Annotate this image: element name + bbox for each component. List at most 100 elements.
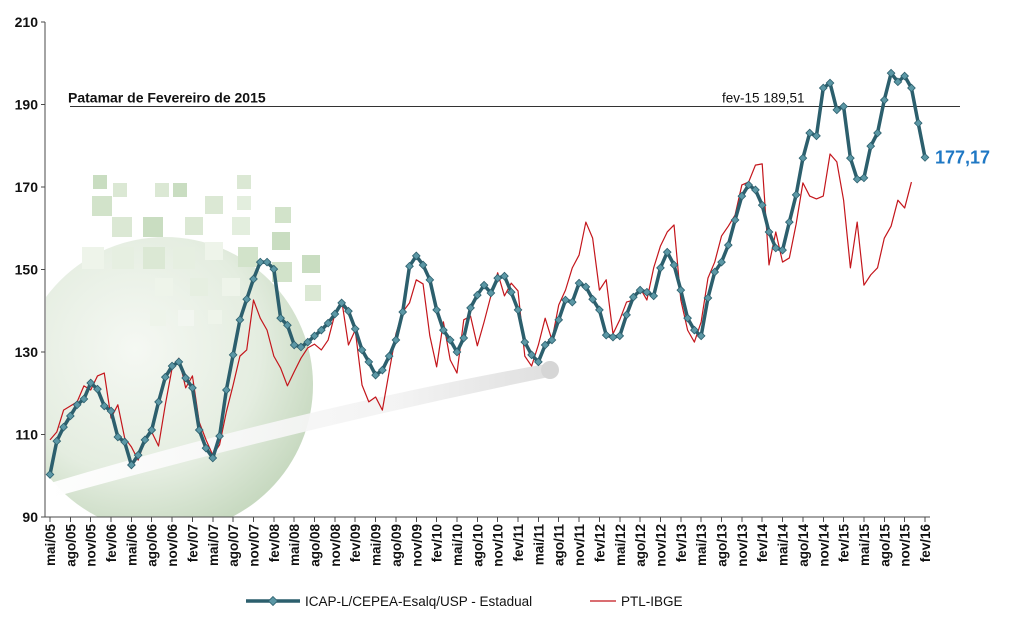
watermark-square	[173, 183, 187, 197]
icap-data-point	[554, 315, 564, 325]
icap-data-point	[466, 303, 475, 313]
x-tick-label: ago/15	[877, 524, 892, 567]
icap-data-point	[615, 331, 625, 341]
icap-data-point	[683, 313, 692, 323]
x-tick-label: nov/06	[165, 524, 180, 567]
icap-data-point	[649, 291, 659, 301]
series-layer	[45, 68, 930, 479]
icap-data-point	[127, 460, 136, 470]
x-tick-label: ago/11	[552, 524, 567, 567]
watermark-square	[272, 232, 290, 250]
icap-data-point	[45, 470, 55, 479]
x-tick-label: ago/05	[63, 524, 78, 567]
watermark-square	[205, 196, 223, 214]
watermark-square	[222, 278, 240, 296]
icap-data-point	[384, 351, 394, 361]
icap-data-point	[574, 278, 584, 288]
icap-data-point	[472, 290, 482, 300]
icap-data-point	[832, 105, 842, 115]
watermark-square	[237, 196, 251, 210]
icap-data-point	[255, 257, 265, 267]
icap-data-point	[113, 432, 123, 442]
icap-data-point	[567, 297, 577, 307]
icap-data-point	[228, 350, 238, 360]
watermark-square	[82, 247, 104, 269]
icap-data-point	[540, 340, 550, 350]
icap-data-point	[147, 425, 157, 435]
icap-data-point	[59, 422, 68, 432]
watermark-square	[113, 183, 127, 197]
icap-data-point	[757, 200, 767, 210]
icap-data-point	[730, 215, 740, 225]
icap-data-point	[479, 280, 489, 290]
icap-data-point	[635, 285, 645, 295]
icap-data-point	[377, 365, 387, 375]
y-tick-label: 210	[15, 14, 39, 30]
icap-data-point	[72, 400, 82, 410]
series-icap	[45, 68, 930, 479]
icap-series-line	[48, 71, 927, 475]
icap-data-point	[764, 227, 774, 237]
x-tick-label: fev/13	[674, 524, 689, 563]
icap-data-point	[846, 153, 855, 163]
icap-data-point	[818, 83, 828, 93]
x-tick-label: fev/06	[104, 524, 119, 563]
watermark-square	[143, 247, 165, 269]
icap-data-point	[289, 340, 299, 350]
icap-data-point	[547, 335, 557, 345]
icap-data-point	[405, 261, 414, 271]
x-tick-label: ago/14	[796, 524, 811, 567]
watermark-dot	[541, 361, 559, 379]
x-tick-label: ago/07	[226, 524, 241, 567]
x-tick-label: fev/14	[755, 524, 770, 563]
reference-value-label: fev-15 189,51	[722, 91, 805, 106]
icap-data-point	[534, 357, 543, 367]
icap-data-point	[886, 68, 896, 78]
icap-data-point	[167, 361, 177, 371]
watermark-square	[155, 183, 169, 197]
x-tick-label: fev/08	[267, 524, 282, 563]
x-tick-label: nov/13	[735, 524, 750, 567]
x-tick-label: ago/10	[470, 524, 485, 567]
watermark-square	[190, 278, 208, 296]
watermark-square	[238, 247, 258, 267]
icap-data-point	[445, 335, 455, 345]
x-tick-label: nov/07	[246, 524, 261, 567]
watermark-squares	[82, 175, 321, 326]
icap-data-point	[737, 191, 747, 201]
icap-data-point	[242, 294, 252, 304]
icap-data-point	[561, 295, 570, 305]
icap-data-point	[439, 325, 448, 335]
icap-data-point	[133, 450, 143, 460]
icap-data-point	[900, 71, 910, 81]
y-tick-label: 190	[15, 97, 39, 113]
x-tick-label: nov/09	[409, 524, 424, 567]
x-tick-label: mai/11	[531, 524, 546, 566]
icap-data-point	[459, 333, 469, 343]
icap-data-point	[825, 78, 835, 88]
icap-data-point	[120, 437, 129, 447]
icap-data-point	[310, 331, 319, 341]
watermark-square	[143, 217, 163, 237]
icap-data-point	[350, 324, 360, 334]
x-tick-label: mai/06	[124, 524, 139, 567]
icap-data-point	[99, 401, 109, 411]
watermark-square	[178, 310, 194, 326]
icap-data-point	[337, 298, 347, 308]
icap-data-point	[181, 373, 191, 383]
icap-data-point	[839, 102, 848, 111]
icap-data-point	[791, 190, 801, 200]
icap-data-point	[221, 385, 231, 395]
icap-data-point	[371, 370, 380, 380]
icap-data-point	[744, 180, 754, 190]
watermark-square	[302, 255, 320, 273]
x-tick-label: ago/06	[145, 524, 160, 567]
y-tick-label: 130	[15, 344, 39, 360]
x-tick-label: mai/09	[369, 524, 384, 566]
icap-data-point	[452, 347, 462, 357]
legend: ICAP-L/CEPEA-Esalq/USP - Estadual PTL-IB…	[246, 594, 683, 609]
icap-data-point	[520, 337, 530, 347]
icap-data-point	[812, 131, 821, 141]
watermark-square	[205, 242, 223, 260]
